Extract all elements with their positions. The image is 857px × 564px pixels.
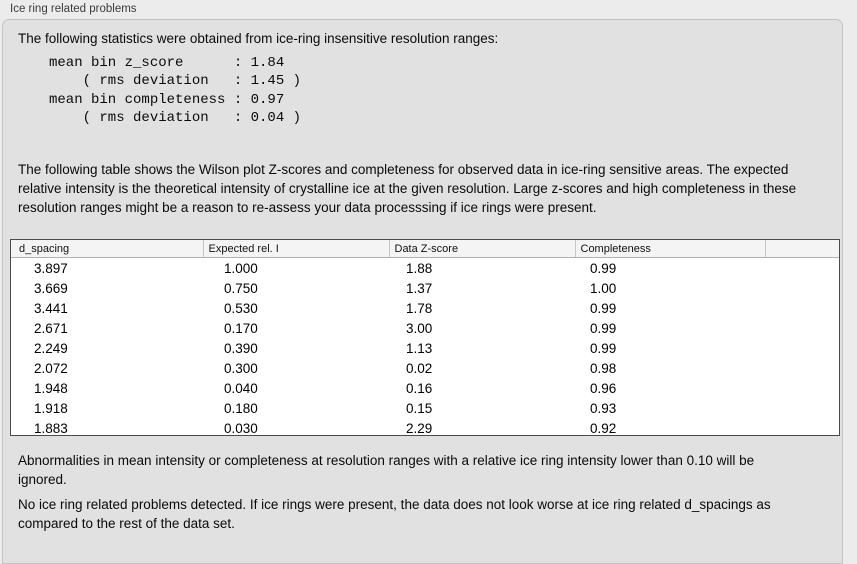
table-description: The following table shows the Wilson plo… (18, 162, 797, 215)
table-row[interactable]: 2.072 0.300 0.02 0.98 (11, 358, 839, 378)
table-row[interactable]: 1.918 0.180 0.15 0.93 (11, 398, 839, 418)
table-cell: 0.180 (224, 400, 258, 416)
table-cell: 0.300 (224, 360, 258, 376)
ignore-note-text: Abnormalities in mean intensity or compl… (18, 453, 755, 487)
table-cell: 1.918 (34, 400, 68, 416)
table-row[interactable]: 1.948 0.040 0.16 0.96 (11, 378, 839, 398)
table-cell (765, 338, 839, 358)
table-cell (765, 398, 839, 418)
table-cell: 0.02 (406, 360, 433, 376)
table-cell: 3.441 (34, 300, 68, 316)
table-row[interactable]: 2.671 0.170 3.00 0.99 (11, 318, 839, 338)
table-cell: 0.030 (224, 420, 258, 436)
table-cell: 0.99 (590, 300, 617, 316)
column-header-empty[interactable] (764, 240, 839, 258)
table-cell: 0.16 (406, 380, 433, 396)
table-cell (765, 278, 839, 298)
table-cell: 1.78 (406, 300, 433, 316)
table-cell: 1.883 (34, 420, 68, 436)
table-header: d_spacing Expected rel. I Data Z-score C… (11, 240, 839, 258)
table-cell: 2.072 (34, 360, 68, 376)
table-cell: 1.948 (34, 380, 68, 396)
column-header-data-z-score[interactable]: Data Z-score (388, 240, 575, 258)
table-cell: 0.390 (224, 340, 258, 356)
conclusion-text: No ice ring related problems detected. I… (18, 497, 771, 531)
table-cell: 3.669 (34, 280, 68, 296)
ice-ring-table[interactable]: d_spacing Expected rel. I Data Z-score C… (10, 239, 840, 436)
table-cell (765, 418, 839, 438)
table-cell: 3.00 (406, 320, 433, 336)
table-cell (765, 378, 839, 398)
table-cell (765, 258, 839, 279)
stats-block: mean bin z_score : 1.84 ( rms deviation … (49, 55, 302, 126)
intro-text: The following statistics were obtained f… (18, 31, 499, 46)
table-cell: 2.249 (34, 340, 68, 356)
table-cell: 0.99 (590, 260, 617, 276)
table-cell: 0.99 (590, 320, 617, 336)
table-cell (765, 318, 839, 338)
table-cell (765, 298, 839, 318)
table-body: 3.897 1.000 1.88 0.99 3.669 0.750 1.37 1.00 3.44… (11, 258, 839, 439)
table-cell: 0.040 (224, 380, 258, 396)
column-header-d-spacing[interactable]: d_spacing (11, 240, 203, 258)
table-cell: 1.13 (406, 340, 433, 356)
table-cell: 2.29 (406, 420, 433, 436)
table-cell: 1.88 (406, 260, 433, 276)
table-row[interactable]: 2.249 0.390 1.13 0.99 (11, 338, 839, 358)
column-header-completeness[interactable]: Completeness (574, 240, 765, 258)
table-cell: 0.96 (590, 380, 617, 396)
table-cell: 1.00 (590, 280, 617, 296)
column-header-expected-rel-i[interactable]: Expected rel. I (202, 240, 389, 258)
table-cell: 3.897 (34, 260, 68, 276)
table-cell: 0.92 (590, 420, 617, 436)
table-cell: 0.93 (590, 400, 617, 416)
table-cell: 0.530 (224, 300, 258, 316)
table-cell (765, 358, 839, 378)
table-cell: 1.000 (224, 260, 258, 276)
table-cell: 0.170 (224, 320, 258, 336)
table-cell: 2.671 (34, 320, 68, 336)
section-title: Ice ring related problems (10, 3, 137, 15)
table-cell: 0.99 (590, 340, 617, 356)
table-cell: 0.750 (224, 280, 258, 296)
table-row[interactable]: 3.669 0.750 1.37 1.00 (11, 278, 839, 298)
table-cell: 0.98 (590, 360, 617, 376)
table-row[interactable]: 3.897 1.000 1.88 0.99 (11, 258, 839, 279)
table-cell: 1.37 (406, 280, 433, 296)
table-cell: 0.15 (406, 400, 433, 416)
table-row[interactable]: 1.883 0.030 2.29 0.92 (11, 418, 839, 438)
ice-ring-panel: The following statistics were obtained f… (2, 19, 843, 564)
app-window: { "section": { "title": "Ice ring relate… (2, 3, 843, 564)
table-row[interactable]: 3.441 0.530 1.78 0.99 (11, 298, 839, 318)
